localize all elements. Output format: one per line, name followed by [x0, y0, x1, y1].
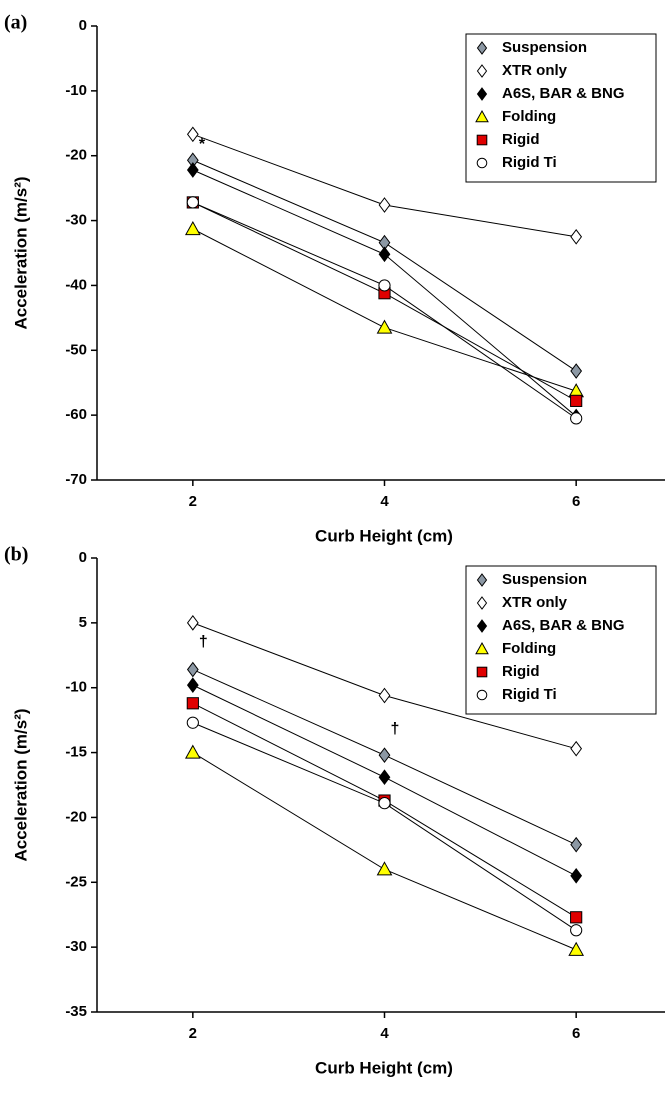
- y-tick-label: -60: [65, 406, 87, 423]
- marker: [476, 87, 488, 101]
- marker: [186, 677, 199, 693]
- annotation: *: [199, 136, 206, 153]
- marker: [570, 836, 583, 853]
- legend-label: Rigid Ti: [502, 686, 557, 703]
- y-tick-label: -30: [65, 938, 87, 955]
- marker: [476, 64, 488, 78]
- y-axis-title: Acceleration (m/s²): [11, 708, 30, 861]
- marker: [186, 126, 199, 143]
- marker: [378, 747, 391, 763]
- x-tick-label: 6: [572, 493, 580, 510]
- marker: [570, 412, 583, 425]
- marker: [476, 157, 488, 169]
- marker: [378, 197, 391, 213]
- legend-label: Folding: [502, 640, 556, 657]
- legend-label: XTR only: [502, 594, 568, 611]
- chart-panel: (b) 0 5 -10 -15 -20 -25 -30 -35 2 4 6 Curb Height (c…: [4, 544, 665, 1077]
- marker: [184, 220, 201, 236]
- marker: [476, 689, 488, 701]
- legend-label: Rigid: [502, 131, 540, 148]
- x-tick-label: 6: [572, 1025, 580, 1042]
- marker: [378, 769, 391, 786]
- y-tick-label: -50: [65, 341, 87, 358]
- marker: [186, 615, 199, 631]
- marker: [186, 196, 199, 209]
- y-tick-label: -10: [65, 82, 87, 99]
- marker: [568, 941, 585, 956]
- marker: [476, 666, 488, 678]
- panel-label: (a): [4, 12, 27, 34]
- marker: [475, 109, 489, 123]
- legend-label: Rigid Ti: [502, 154, 557, 171]
- marker: [476, 41, 488, 55]
- marker: [476, 134, 488, 146]
- panel-label: (b): [4, 544, 28, 566]
- legend-label: Suspension: [502, 39, 587, 56]
- annotation: †: [391, 720, 400, 737]
- x-tick-label: 2: [189, 493, 197, 510]
- legend-label: Folding: [502, 108, 556, 125]
- y-tick-label: 0: [79, 17, 87, 34]
- y-axis-title: Acceleration (m/s²): [11, 176, 30, 329]
- marker: [570, 228, 583, 245]
- marker: [570, 394, 583, 407]
- y-tick-label: -35: [65, 1003, 87, 1020]
- legend-box: [465, 33, 657, 183]
- marker: [186, 697, 199, 710]
- marker: [378, 797, 391, 810]
- legend-box: [465, 565, 657, 715]
- series-line: [192, 159, 577, 372]
- legend-label: A6S, BAR & BNG: [502, 85, 625, 102]
- marker: [476, 573, 488, 587]
- y-tick-label: -40: [65, 276, 87, 293]
- marker: [475, 641, 489, 655]
- marker: [378, 246, 391, 263]
- marker: [476, 619, 488, 633]
- y-tick-label: -30: [65, 212, 87, 229]
- marker: [570, 911, 583, 924]
- marker: [570, 867, 583, 884]
- y-tick-label: -25: [65, 873, 87, 890]
- marker: [378, 687, 391, 704]
- y-tick-label: 5: [79, 614, 87, 631]
- marker: [378, 279, 391, 292]
- marker: [184, 744, 201, 759]
- marker: [570, 924, 583, 937]
- legend-label: Rigid: [502, 663, 540, 680]
- y-tick-label: -70: [65, 471, 87, 488]
- y-tick-label: -10: [65, 679, 87, 696]
- legend-label: A6S, BAR & BNG: [502, 617, 625, 634]
- y-tick-label: -20: [65, 147, 87, 164]
- series-line: [192, 702, 577, 918]
- y-tick-label: -20: [65, 808, 87, 825]
- marker: [186, 661, 199, 678]
- marker: [376, 861, 393, 876]
- x-tick-label: 2: [189, 1025, 197, 1042]
- y-tick-label: 0: [79, 549, 87, 566]
- marker: [186, 716, 199, 729]
- x-tick-label: 4: [380, 1025, 389, 1042]
- marker: [476, 596, 488, 610]
- x-tick-label: 4: [380, 493, 389, 510]
- marker: [570, 740, 583, 757]
- marker: [570, 363, 583, 379]
- legend-label: Suspension: [502, 571, 587, 588]
- marker: [376, 319, 393, 334]
- chart-panel: (a) 0 -10 -20 -30 -40 -50 -60 -70 2 4 6 Curb Height …: [4, 12, 665, 545]
- marker: [186, 162, 199, 178]
- x-axis-title: Curb Height (cm): [315, 526, 453, 545]
- y-tick-label: -15: [65, 744, 87, 761]
- legend-label: XTR only: [502, 62, 568, 79]
- x-axis-title: Curb Height (cm): [315, 1058, 453, 1077]
- annotation: †: [199, 634, 208, 651]
- series-line: [192, 201, 577, 402]
